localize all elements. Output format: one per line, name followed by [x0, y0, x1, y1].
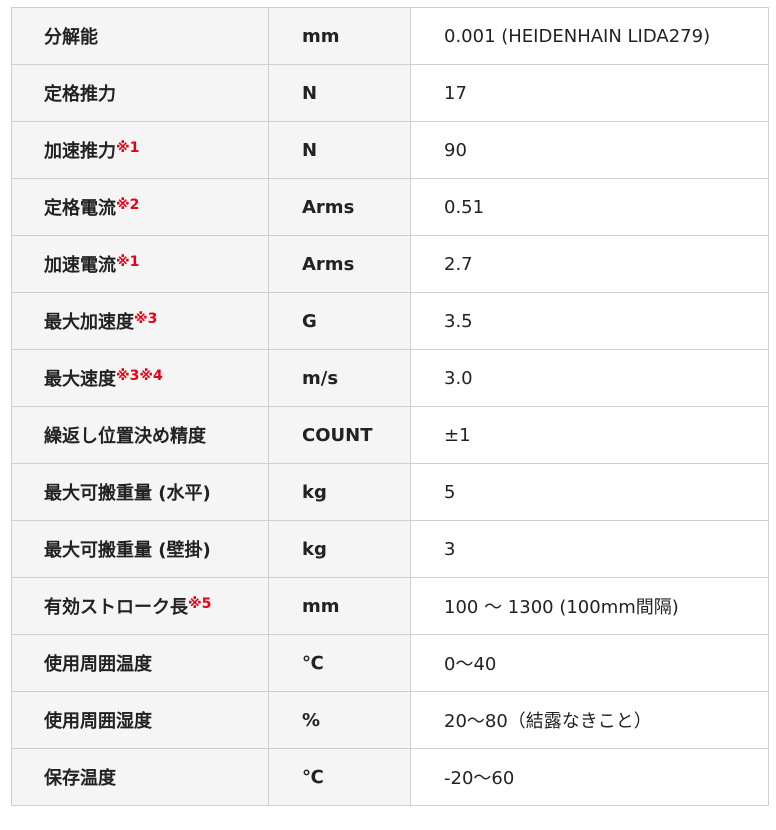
- spec-item: 保存温度: [11, 748, 269, 806]
- table-row: 加速推力※1 N 90: [11, 121, 769, 179]
- spec-unit: mm: [268, 7, 411, 65]
- spec-unit: m/s: [268, 349, 411, 407]
- table-row: 最大加速度※3 G 3.5: [11, 292, 769, 350]
- spec-value: 2.7: [410, 235, 769, 293]
- spec-value: -20〜60: [410, 748, 769, 806]
- spec-table-body: 分解能 mm 0.001 (HEIDENHAIN LIDA279) 定格推力 N 17 加速…: [11, 7, 769, 806]
- table-row: 定格電流※2 Arms 0.51: [11, 178, 769, 236]
- table-row: 有効ストローク長※5 mm 100 〜 1300 (100mm間隔): [11, 577, 769, 635]
- spec-item-label: 分解能: [44, 27, 98, 48]
- spec-unit: %: [268, 691, 411, 749]
- footnote-mark: ※2: [116, 197, 140, 213]
- spec-item-label: 加速推力: [44, 141, 116, 162]
- spec-item-label: 繰返し位置決め精度: [44, 426, 206, 447]
- spec-item-label: 最大可搬重量 (壁掛): [44, 540, 211, 561]
- spec-value: 90: [410, 121, 769, 179]
- spec-item: 加速推力※1: [11, 121, 269, 179]
- spec-value: 17: [410, 64, 769, 122]
- spec-value: 0.001 (HEIDENHAIN LIDA279): [410, 7, 769, 65]
- spec-value: 5: [410, 463, 769, 521]
- spec-item-label: 使用周囲温度: [44, 654, 152, 675]
- spec-unit: mm: [268, 577, 411, 635]
- spec-value: ±1: [410, 406, 769, 464]
- footnote-mark: ※5: [188, 596, 212, 612]
- table-row: 定格推力 N 17: [11, 64, 769, 122]
- spec-value: 3.0: [410, 349, 769, 407]
- spec-unit: COUNT: [268, 406, 411, 464]
- spec-item: 最大可搬重量 (壁掛): [11, 520, 269, 578]
- spec-unit: kg: [268, 520, 411, 578]
- spec-item-label: 加速電流: [44, 255, 116, 276]
- table-row: 使用周囲温度 ℃ 0〜40: [11, 634, 769, 692]
- table-row: 加速電流※1 Arms 2.7: [11, 235, 769, 293]
- footnote-mark: ※1: [116, 254, 140, 270]
- spec-item-label: 最大加速度: [44, 312, 134, 333]
- table-row: 最大可搬重量 (水平) kg 5: [11, 463, 769, 521]
- table-row: 最大速度※3※4 m/s 3.0: [11, 349, 769, 407]
- spec-item-label: 最大速度: [44, 369, 116, 390]
- footnote-mark: ※3※4: [116, 368, 163, 384]
- table-row: 最大可搬重量 (壁掛) kg 3: [11, 520, 769, 578]
- spec-item-label: 保存温度: [44, 768, 116, 789]
- spec-item: 最大速度※3※4: [11, 349, 269, 407]
- spec-item: 定格電流※2: [11, 178, 269, 236]
- spec-item: 繰返し位置決め精度: [11, 406, 269, 464]
- spec-item: 定格推力: [11, 64, 269, 122]
- footnote-mark: ※1: [116, 140, 140, 156]
- spec-item: 加速電流※1: [11, 235, 269, 293]
- spec-item: 有効ストローク長※5: [11, 577, 269, 635]
- spec-value: 100 〜 1300 (100mm間隔): [410, 577, 769, 635]
- spec-item-label: 有効ストローク長: [44, 597, 188, 618]
- spec-value: 3: [410, 520, 769, 578]
- spec-unit: ℃: [268, 634, 411, 692]
- spec-item: 使用周囲湿度: [11, 691, 269, 749]
- table-row: 分解能 mm 0.001 (HEIDENHAIN LIDA279): [11, 7, 769, 65]
- spec-unit: Arms: [268, 235, 411, 293]
- spec-value: 20〜80（結露なきこと）: [410, 691, 769, 749]
- spec-item-label: 最大可搬重量 (水平): [44, 483, 211, 504]
- table-row: 保存温度 ℃ -20〜60: [11, 748, 769, 806]
- spec-unit: N: [268, 121, 411, 179]
- spec-unit: ℃: [268, 748, 411, 806]
- spec-item: 最大可搬重量 (水平): [11, 463, 269, 521]
- table-row: 使用周囲湿度% 20〜80（結露なきこと）: [11, 691, 769, 749]
- spec-value: 0.51: [410, 178, 769, 236]
- spec-unit: kg: [268, 463, 411, 521]
- spec-unit: Arms: [268, 178, 411, 236]
- spec-item-label: 定格電流: [44, 198, 116, 219]
- spec-item: 最大加速度※3: [11, 292, 269, 350]
- footnote-mark: ※3: [134, 311, 158, 327]
- spec-item: 分解能: [11, 7, 269, 65]
- table-row: 繰返し位置決め精度 COUNT ±1: [11, 406, 769, 464]
- spec-unit: N: [268, 64, 411, 122]
- spec-value: 0〜40: [410, 634, 769, 692]
- spec-item: 使用周囲温度: [11, 634, 269, 692]
- spec-item-label: 定格推力: [44, 84, 116, 105]
- spec-unit: G: [268, 292, 411, 350]
- spec-item-label: 使用周囲湿度: [44, 711, 152, 732]
- spec-value: 3.5: [410, 292, 769, 350]
- spec-table: 分解能 mm 0.001 (HEIDENHAIN LIDA279) 定格推力 N 17 加速…: [11, 7, 769, 806]
